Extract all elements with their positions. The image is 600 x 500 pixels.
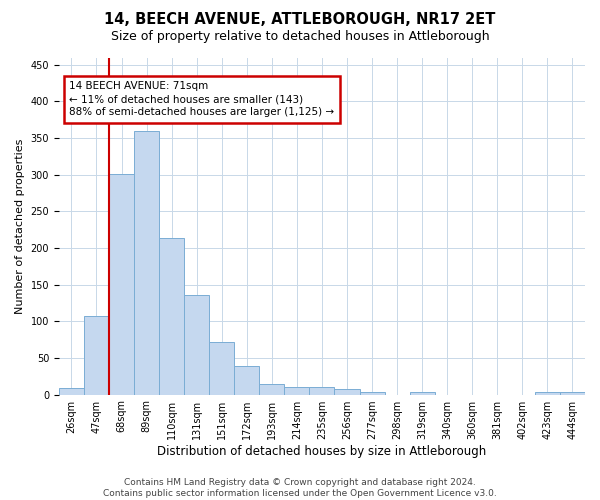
Bar xyxy=(334,390,359,394)
Text: Contains HM Land Registry data © Crown copyright and database right 2024.
Contai: Contains HM Land Registry data © Crown c… xyxy=(103,478,497,498)
Bar xyxy=(284,386,310,394)
Text: Size of property relative to detached houses in Attleborough: Size of property relative to detached ho… xyxy=(110,30,490,43)
Bar xyxy=(410,392,434,394)
Bar xyxy=(359,392,385,394)
Text: 14, BEECH AVENUE, ATTLEBOROUGH, NR17 2ET: 14, BEECH AVENUE, ATTLEBOROUGH, NR17 2ET xyxy=(104,12,496,28)
Bar xyxy=(259,384,284,394)
Bar xyxy=(59,388,84,394)
Y-axis label: Number of detached properties: Number of detached properties xyxy=(15,138,25,314)
Bar xyxy=(209,342,234,394)
Bar xyxy=(134,131,159,394)
Bar xyxy=(184,295,209,394)
Bar xyxy=(535,392,560,394)
Bar xyxy=(109,174,134,394)
Bar xyxy=(310,388,334,394)
Text: 14 BEECH AVENUE: 71sqm
← 11% of detached houses are smaller (143)
88% of semi-de: 14 BEECH AVENUE: 71sqm ← 11% of detached… xyxy=(70,81,335,118)
Bar xyxy=(234,366,259,394)
Bar xyxy=(159,238,184,394)
X-axis label: Distribution of detached houses by size in Attleborough: Distribution of detached houses by size … xyxy=(157,444,487,458)
Bar xyxy=(84,316,109,394)
Bar xyxy=(560,392,585,394)
